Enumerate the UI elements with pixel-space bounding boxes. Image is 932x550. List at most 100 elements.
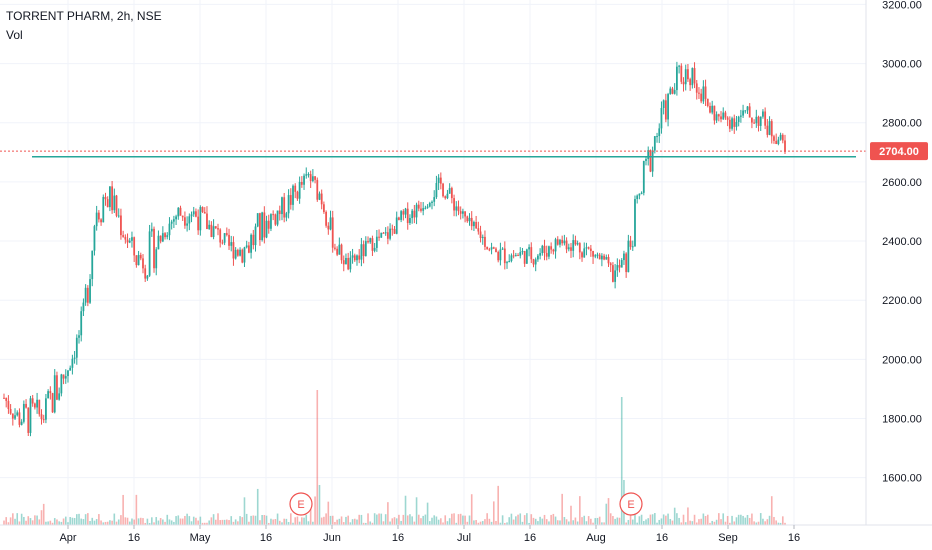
volume-bar bbox=[270, 518, 272, 525]
volume-bar bbox=[609, 513, 612, 525]
candle bbox=[47, 389, 50, 399]
candle bbox=[649, 149, 652, 173]
volume-bar bbox=[673, 507, 676, 525]
candle bbox=[680, 63, 683, 85]
volume-bar bbox=[590, 518, 592, 525]
candle bbox=[210, 221, 213, 238]
volume-bar bbox=[117, 519, 120, 525]
candle bbox=[751, 117, 753, 129]
volume-bar bbox=[360, 514, 363, 525]
volume-bar bbox=[159, 518, 162, 525]
volume-bar bbox=[281, 522, 283, 525]
volume-bar bbox=[631, 519, 634, 525]
candle bbox=[459, 206, 462, 220]
volume-bar bbox=[689, 520, 691, 525]
volume-bar bbox=[552, 513, 555, 525]
volume-bar bbox=[751, 513, 753, 525]
volume-bar bbox=[347, 515, 349, 525]
candle bbox=[433, 190, 436, 207]
candle bbox=[349, 251, 352, 273]
candle bbox=[567, 243, 570, 252]
price-axis[interactable]: 1600.00 1800.00 2000.00 2200.00 2400.00 2600.… bbox=[882, 0, 922, 485]
volume-bar bbox=[459, 513, 462, 525]
earnings-marker[interactable]: E bbox=[289, 492, 313, 516]
time-axis[interactable]: Apr 16 May 16 Jun 16 Jul 16 Aug 16 Sep 16 bbox=[59, 525, 800, 544]
candle bbox=[261, 211, 264, 242]
volume-bar bbox=[175, 516, 177, 525]
volume-bar bbox=[583, 515, 586, 525]
volume-bar bbox=[773, 516, 775, 525]
volume-bar bbox=[292, 522, 294, 525]
candle bbox=[623, 250, 625, 265]
volume-bar bbox=[499, 522, 502, 525]
candle bbox=[550, 242, 553, 254]
candle bbox=[627, 234, 630, 273]
candle bbox=[552, 248, 555, 255]
candle bbox=[89, 274, 91, 304]
volume-bar bbox=[301, 517, 303, 525]
volume-bar bbox=[415, 497, 418, 525]
volume-bar bbox=[190, 521, 193, 525]
candle bbox=[256, 213, 259, 228]
volume-bar bbox=[243, 497, 246, 525]
candle bbox=[426, 204, 429, 209]
volume-bar bbox=[256, 488, 259, 525]
volume-bar bbox=[638, 516, 641, 525]
volume-bar bbox=[98, 514, 100, 525]
candle bbox=[768, 116, 771, 136]
volume-bar bbox=[371, 522, 374, 525]
candle bbox=[27, 407, 30, 436]
candle bbox=[128, 237, 131, 244]
volume-bar bbox=[563, 517, 566, 525]
candle bbox=[250, 233, 252, 259]
candle bbox=[583, 242, 586, 258]
candle bbox=[675, 61, 678, 96]
candle bbox=[737, 115, 740, 127]
volume-bar bbox=[106, 521, 109, 525]
volume-bar bbox=[651, 514, 654, 525]
candle bbox=[506, 260, 508, 269]
volume-bar bbox=[409, 514, 411, 525]
candle bbox=[748, 103, 751, 118]
candle bbox=[411, 208, 414, 224]
volume-bar bbox=[451, 513, 453, 525]
candle bbox=[239, 247, 241, 257]
candle bbox=[413, 204, 416, 224]
volume-bar bbox=[587, 516, 590, 525]
volume-bar bbox=[492, 501, 495, 525]
candle bbox=[600, 253, 603, 267]
candle bbox=[576, 240, 579, 246]
volume-bar bbox=[219, 520, 222, 525]
volume-bar bbox=[548, 521, 550, 525]
earnings-marker[interactable]: E bbox=[619, 492, 643, 516]
x-tick-label: May bbox=[190, 532, 211, 544]
volume-bar bbox=[285, 518, 288, 525]
candle bbox=[281, 196, 283, 221]
candle bbox=[252, 229, 255, 250]
candle bbox=[667, 92, 669, 127]
x-tick-label: 16 bbox=[392, 532, 404, 544]
candle bbox=[704, 79, 707, 106]
candle bbox=[16, 410, 19, 417]
volume-bar bbox=[559, 520, 561, 525]
volume-bar bbox=[777, 522, 780, 525]
candle bbox=[559, 238, 561, 248]
volume-bar bbox=[475, 519, 477, 525]
candle bbox=[93, 224, 96, 256]
candle bbox=[497, 250, 500, 263]
candle bbox=[294, 183, 297, 199]
candle bbox=[545, 245, 548, 261]
volume-bar bbox=[16, 513, 19, 525]
volume-bar bbox=[212, 514, 215, 525]
candle bbox=[603, 253, 605, 261]
volume-bar bbox=[221, 519, 224, 525]
volume-bar bbox=[115, 521, 118, 525]
candle bbox=[695, 80, 698, 100]
volume-bar bbox=[526, 513, 528, 525]
volume-bar bbox=[504, 522, 506, 525]
volume-bar bbox=[406, 515, 409, 525]
volume-bar bbox=[601, 522, 603, 525]
volume-bar bbox=[3, 520, 5, 525]
volume-bar bbox=[170, 520, 173, 525]
